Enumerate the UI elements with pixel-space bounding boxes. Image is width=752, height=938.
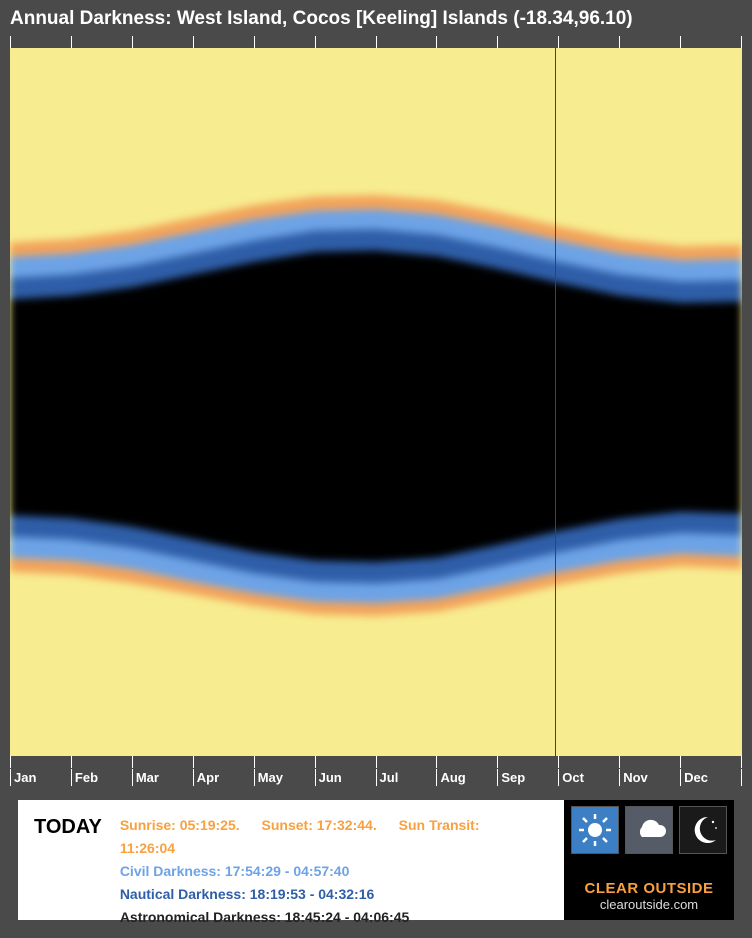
tick xyxy=(10,756,71,768)
brand-main: CLEAR OUTSIDE xyxy=(570,880,728,897)
month-label: Sep xyxy=(497,769,558,786)
tick xyxy=(315,36,376,48)
month-label: Aug xyxy=(436,769,497,786)
month-label: Apr xyxy=(193,769,254,786)
brand-text: CLEAR OUTSIDE clearoutside.com xyxy=(570,880,728,914)
tick xyxy=(193,36,254,48)
tick xyxy=(10,36,71,48)
tick xyxy=(619,756,680,768)
astro-darkness-text: Astronomical Darkness: 18:45:24 - 04:06:… xyxy=(120,906,554,929)
tick xyxy=(436,36,497,48)
tick xyxy=(558,756,619,768)
sunset-text: Sunset: 17:32:44. xyxy=(262,817,377,833)
tick xyxy=(376,756,437,768)
tick xyxy=(619,36,680,48)
month-label: Mar xyxy=(132,769,193,786)
brand-panel: CLEAR OUTSIDE clearoutside.com xyxy=(564,800,734,920)
month-label: Nov xyxy=(619,769,680,786)
month-label: Jul xyxy=(376,769,437,786)
tick xyxy=(71,756,132,768)
today-info: Sunrise: 05:19:25. Sunset: 17:32:44. Sun… xyxy=(120,814,554,910)
tick xyxy=(680,756,742,768)
sun-icon xyxy=(571,806,619,854)
tick xyxy=(315,756,376,768)
month-label: Dec xyxy=(680,769,742,786)
today-marker xyxy=(555,48,556,756)
weather-icons xyxy=(570,806,728,854)
tick xyxy=(254,36,315,48)
month-label: Jun xyxy=(315,769,376,786)
today-label: TODAY xyxy=(34,814,120,910)
brand-sub: clearoutside.com xyxy=(570,897,728,912)
moon-icon xyxy=(679,806,727,854)
sunrise-text: Sunrise: 05:19:25. xyxy=(120,817,240,833)
tick xyxy=(680,36,742,48)
month-label: Oct xyxy=(558,769,619,786)
page-title: Annual Darkness: West Island, Cocos [Kee… xyxy=(0,0,752,36)
tick xyxy=(193,756,254,768)
tick-row-bottom xyxy=(10,756,742,768)
month-label: May xyxy=(254,769,315,786)
civil-darkness-text: Civil Darkness: 17:54:29 - 04:57:40 xyxy=(120,860,554,883)
annual-darkness-chart: JanFebMarAprMayJunJulAugSepOctNovDec xyxy=(10,36,742,786)
today-panel: TODAY Sunrise: 05:19:25. Sunset: 17:32:4… xyxy=(18,800,564,920)
tick xyxy=(254,756,315,768)
month-label: Jan xyxy=(10,769,71,786)
month-label: Feb xyxy=(71,769,132,786)
nautical-darkness-text: Nautical Darkness: 18:19:53 - 04:32:16 xyxy=(120,883,554,906)
chart-plot xyxy=(10,48,742,756)
month-labels: JanFebMarAprMayJunJulAugSepOctNovDec xyxy=(10,769,742,786)
tick xyxy=(71,36,132,48)
tick xyxy=(558,36,619,48)
footer: TODAY Sunrise: 05:19:25. Sunset: 17:32:4… xyxy=(18,800,734,920)
tick xyxy=(132,36,193,48)
tick xyxy=(132,756,193,768)
tick xyxy=(497,36,558,48)
tick xyxy=(436,756,497,768)
cloud-icon xyxy=(625,806,673,854)
tick xyxy=(376,36,437,48)
tick-row-top xyxy=(10,36,742,48)
sun-row: Sunrise: 05:19:25. Sunset: 17:32:44. Sun… xyxy=(120,814,554,860)
tick xyxy=(497,756,558,768)
